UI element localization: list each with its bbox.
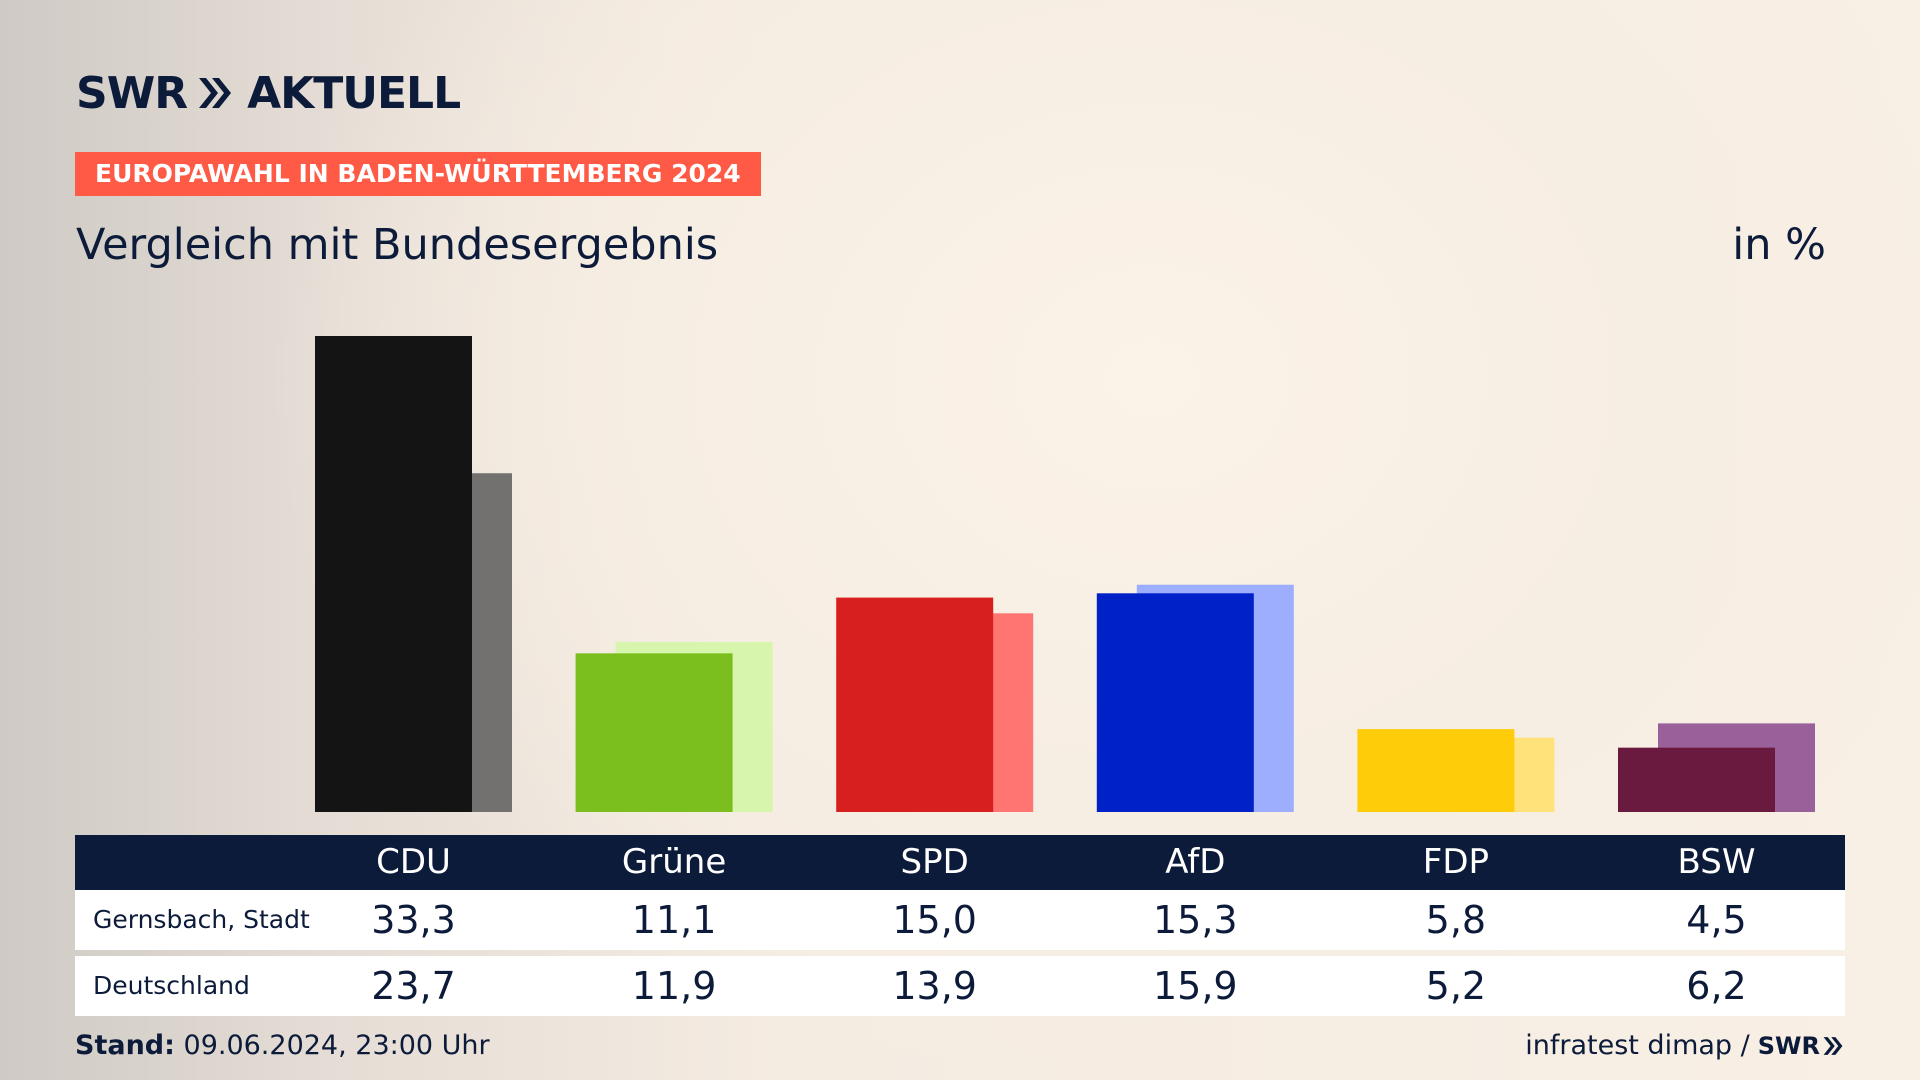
bar-gernsbach-cdu <box>315 336 472 812</box>
value-fdp: 5,8 <box>1425 898 1487 942</box>
row-label: Gernsbach, Stadt <box>93 905 310 934</box>
stand-label: Stand: <box>75 1030 175 1061</box>
table-row: Gernsbach, Stadt 33,3 11,1 15,0 15,3 5,8 4,5 <box>75 890 1845 950</box>
value-afd: 15,9 <box>1152 964 1238 1008</box>
value-cdu: 23,7 <box>371 964 456 1008</box>
value-cdu: 33,3 <box>371 898 456 942</box>
bar-gernsbach-grüne <box>575 653 733 812</box>
bar-gernsbach-afd <box>1096 593 1254 812</box>
value-grüne: 11,1 <box>631 898 717 942</box>
bar-gernsbach-bsw <box>1618 747 1775 812</box>
value-bsw: 4,5 <box>1686 898 1747 942</box>
election-badge: EUROPAWAHL IN BADEN-WÜRTTEMBERG 2024 <box>75 152 761 196</box>
value-spd: 15,0 <box>892 898 977 942</box>
header-spd: SPD <box>900 842 969 882</box>
bar-gernsbach-fdp <box>1357 729 1515 812</box>
value-spd: 13,9 <box>892 964 977 1008</box>
table-row: Deutschland 23,7 11,9 13,9 15,9 5,2 6,2 <box>75 956 1845 1016</box>
value-bsw: 6,2 <box>1686 964 1747 1008</box>
results-table: CDU Grüne SPD AfD FDP BSW Gernsbach, Stadt 33… <box>75 835 1845 1016</box>
logo-swr-text: SWR <box>76 67 188 119</box>
table-header: CDU Grüne SPD AfD FDP BSW <box>75 835 1845 890</box>
value-fdp: 5,2 <box>1425 964 1487 1008</box>
header-cdu: CDU <box>376 842 451 882</box>
unit-label: in % <box>1732 220 1826 270</box>
timestamp: Stand: 09.06.2024, 23:00 Uhr <box>75 1030 490 1061</box>
row-label: Deutschland <box>93 971 250 1000</box>
swr-small-logo: SWR <box>1758 1032 1844 1060</box>
header-fdp: FDP <box>1422 842 1490 882</box>
source-text: infratest dimap / <box>1525 1030 1750 1061</box>
bar-gernsbach-spd <box>836 597 994 812</box>
value-afd: 15,3 <box>1152 898 1238 942</box>
header-bsw: BSW <box>1677 842 1756 882</box>
swr-aktuell-logo: SWR AKTUELL <box>76 66 461 120</box>
swr-small-text: SWR <box>1757 1031 1820 1060</box>
header-afd: AfD <box>1165 842 1226 882</box>
logo-aktuell-text: AKTUELL <box>247 67 461 119</box>
double-chevron-icon <box>199 78 232 108</box>
source-credit: infratest dimap / SWR <box>1525 1030 1844 1061</box>
stand-value: 09.06.2024, 23:00 Uhr <box>183 1030 490 1061</box>
double-chevron-icon <box>1823 1036 1843 1055</box>
value-grüne: 11,9 <box>631 964 717 1008</box>
header-grüne: Grüne <box>621 842 727 882</box>
chart-subtitle: Vergleich mit Bundesergebnis <box>76 220 719 270</box>
